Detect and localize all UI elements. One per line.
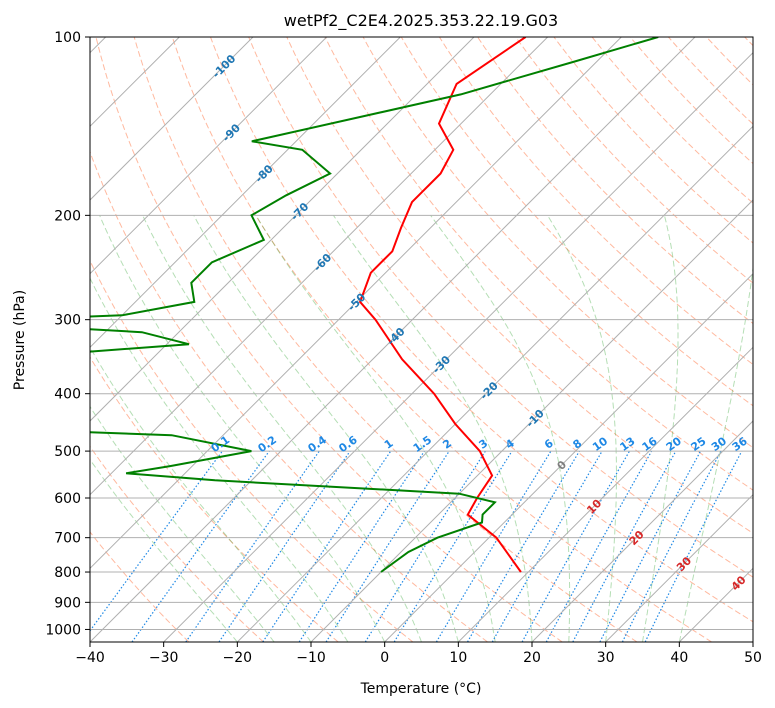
dry-adiabat xyxy=(515,37,753,284)
mixing-ratio-line xyxy=(393,450,513,642)
dry-adiabat xyxy=(210,37,753,623)
y-tick-label: 700 xyxy=(54,531,81,547)
x-tick-label: 10 xyxy=(449,650,467,666)
isotherm xyxy=(531,420,753,642)
temperature-profile xyxy=(358,37,527,573)
dry-adiabat xyxy=(90,259,414,642)
x-tick-label: −10 xyxy=(296,650,326,666)
moist-adiabat xyxy=(90,277,349,642)
plot-frame xyxy=(89,36,754,643)
y-tick-label: 600 xyxy=(54,491,81,507)
mixing-ratio-line xyxy=(599,450,702,642)
dry-adiabat xyxy=(438,37,753,366)
x-tick-label: 0 xyxy=(380,650,389,666)
isotherm xyxy=(163,51,753,642)
x-tick-label: 20 xyxy=(523,650,541,666)
moist-adiabat xyxy=(90,458,238,642)
isotherm xyxy=(90,37,696,642)
x-tick-label: −40 xyxy=(75,650,105,666)
isotherm xyxy=(90,37,401,349)
x-tick-label: 40 xyxy=(670,650,688,666)
dry-adiabat xyxy=(90,150,488,642)
background-lines xyxy=(90,37,753,642)
x-tick-label: −30 xyxy=(149,650,179,666)
isotherm xyxy=(457,346,753,642)
mixing-ratio-line xyxy=(621,450,722,642)
isotherm xyxy=(310,199,753,642)
moist-adiabat xyxy=(90,346,312,642)
dry-adiabat xyxy=(629,37,753,165)
x-axis: −40 −30 −20 −10 0 10 20 30 40 50 xyxy=(75,642,762,666)
y-axis: 100 200 300 400 500 600 700 800 900 1000 xyxy=(45,30,90,638)
mixing-ratio-line xyxy=(90,450,223,632)
y-tick-label: 900 xyxy=(54,595,81,611)
y-tick-label: 800 xyxy=(54,565,81,581)
dry-adiabat xyxy=(90,356,339,642)
x-tick-label: 50 xyxy=(744,650,762,666)
isotherm xyxy=(90,37,254,201)
moist-adiabat xyxy=(332,215,533,642)
y-axis-label: Pressure (hPa) xyxy=(12,290,28,390)
mixing-ratio-line xyxy=(572,450,677,642)
y-tick-label: 100 xyxy=(54,30,81,46)
moist-adiabat xyxy=(642,215,679,642)
mixing-ratio-line xyxy=(185,450,320,642)
moist-adiabat xyxy=(678,264,753,642)
moist-adiabat xyxy=(193,215,459,642)
moist-adiabat xyxy=(142,215,422,642)
y-tick-label: 200 xyxy=(54,208,81,224)
dry-adiabat xyxy=(591,37,753,204)
isotherm xyxy=(236,125,753,642)
y-tick-label: 500 xyxy=(54,444,81,460)
moist-adiabat xyxy=(90,405,275,642)
dry-adiabat xyxy=(400,37,753,407)
dry-adiabat xyxy=(248,37,753,578)
moist-adiabat xyxy=(547,215,617,642)
sounding-profiles xyxy=(90,37,659,573)
mixing-ratio-line xyxy=(491,450,603,642)
mixing-ratio-line xyxy=(325,450,450,642)
y-tick-label: 1000 xyxy=(45,622,81,638)
chart-title: wetPf2_C2E4.2025.353.22.19.G03 xyxy=(284,11,558,31)
isotherm xyxy=(605,493,753,642)
dry-adiabat xyxy=(477,37,753,325)
y-tick-label: 400 xyxy=(54,387,81,403)
x-tick-label: 30 xyxy=(597,650,615,666)
mixing-ratio-line xyxy=(218,450,351,642)
dry-adiabat xyxy=(324,37,753,491)
isotherm xyxy=(90,37,622,570)
dry-adiabat xyxy=(90,531,190,642)
dewpoint-profile xyxy=(90,37,659,573)
dry-adiabat xyxy=(286,37,753,534)
y-tick-label: 300 xyxy=(54,313,81,329)
mixing-ratio-line xyxy=(521,450,631,642)
x-tick-label: −20 xyxy=(223,650,253,666)
isotherm xyxy=(384,272,753,642)
mixing-ratio-line xyxy=(298,450,425,642)
x-axis-label: Temperature (°C) xyxy=(360,681,482,697)
mixing-ratio-line xyxy=(644,450,743,642)
dry-adiabat xyxy=(553,37,753,244)
mixing-ratio-line xyxy=(364,450,486,642)
isotherm xyxy=(90,37,328,275)
isobar-gridlines xyxy=(90,37,753,630)
mixing-ratio-line xyxy=(131,450,270,642)
